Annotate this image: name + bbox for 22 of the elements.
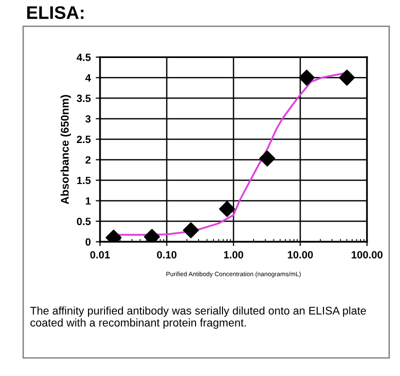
point <box>259 150 276 166</box>
chart-title: ELISA: <box>27 6 84 19</box>
y-tick-label: 2 <box>86 156 91 164</box>
point <box>298 70 315 86</box>
y-tick-label: 3 <box>85 115 91 123</box>
y-tick-label: 4 <box>85 74 91 82</box>
x-tick-label: 1.00 <box>224 251 244 258</box>
y-axis-title: Absorbance (650nm) <box>60 95 71 204</box>
point <box>338 70 355 86</box>
x-tick-label: 100.00 <box>352 251 383 258</box>
y-tick-label: 1 <box>86 197 91 205</box>
x-tick-label: 10.00 <box>288 251 313 258</box>
y-tick-label: 3.5 <box>76 94 91 102</box>
y-tick-label: 0.5 <box>76 218 91 226</box>
y-tick-label: 2.5 <box>76 136 91 144</box>
x-tick-label: 0.01 <box>90 251 110 258</box>
y-tick-label: 4.5 <box>76 54 91 62</box>
y-tick-label: 1.5 <box>77 176 91 184</box>
x-tick-label: 0.10 <box>157 251 176 258</box>
text: The affinity purified antibody was serially diluted onto an ELISA plate coated with a recombinant protein fragment. <box>30 306 366 329</box>
point <box>182 222 199 238</box>
y-tick-label: 0 <box>86 238 91 246</box>
